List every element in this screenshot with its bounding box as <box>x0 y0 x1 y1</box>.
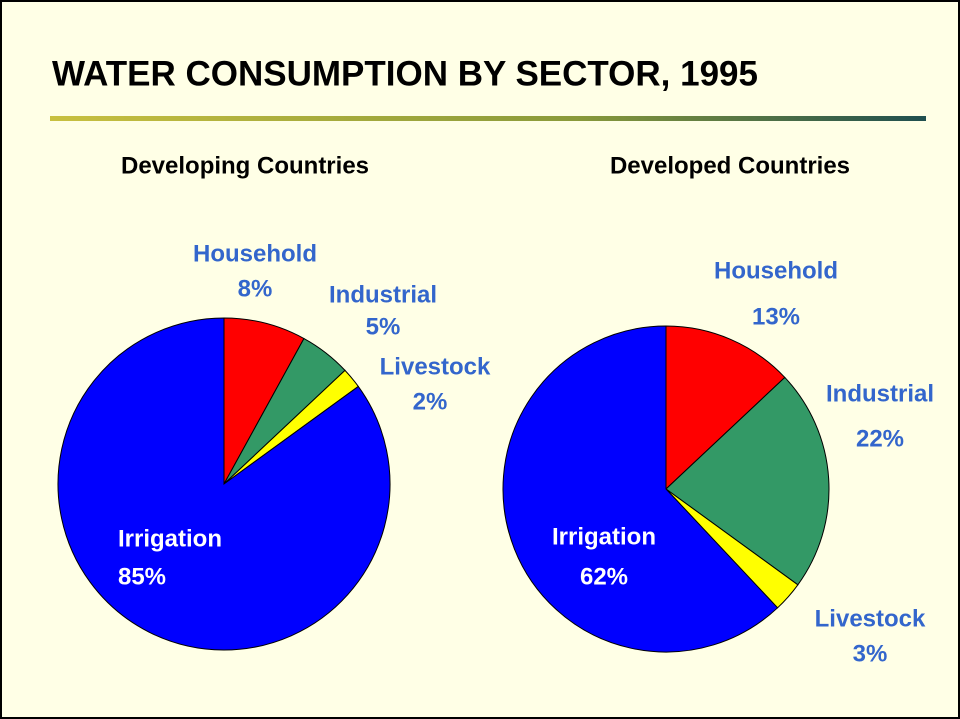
pie-slice <box>502 325 779 653</box>
slice-value-label: 3% <box>853 640 888 667</box>
pie-title: Developed Countries <box>610 152 850 179</box>
slice-value-label: 8% <box>238 275 273 302</box>
pie-slice <box>57 317 391 651</box>
title-rule <box>50 116 926 121</box>
slice-label: Industrial <box>826 380 934 407</box>
slice-label: Industrial <box>329 281 437 308</box>
slice-value-label: 2% <box>413 388 448 415</box>
slice-label: Livestock <box>815 605 926 632</box>
pie-slice <box>665 376 830 586</box>
slice-label: Irrigation <box>118 525 222 552</box>
slice-label: Livestock <box>380 353 491 380</box>
slice-label: Irrigation <box>552 523 656 550</box>
slice-value-label: 5% <box>366 313 401 340</box>
slide-title: WATER CONSUMPTION BY SECTOR, 1995 <box>52 54 758 93</box>
slice-value-label: 85% <box>118 563 166 590</box>
slice-value-label: 22% <box>856 425 904 452</box>
slice-label: Household <box>193 240 317 267</box>
pie-title: Developing Countries <box>121 152 369 179</box>
slice-label: Household <box>714 257 838 284</box>
slice-value-label: 62% <box>580 563 628 590</box>
pie-slice <box>665 325 786 491</box>
slice-value-label: 13% <box>752 303 800 330</box>
